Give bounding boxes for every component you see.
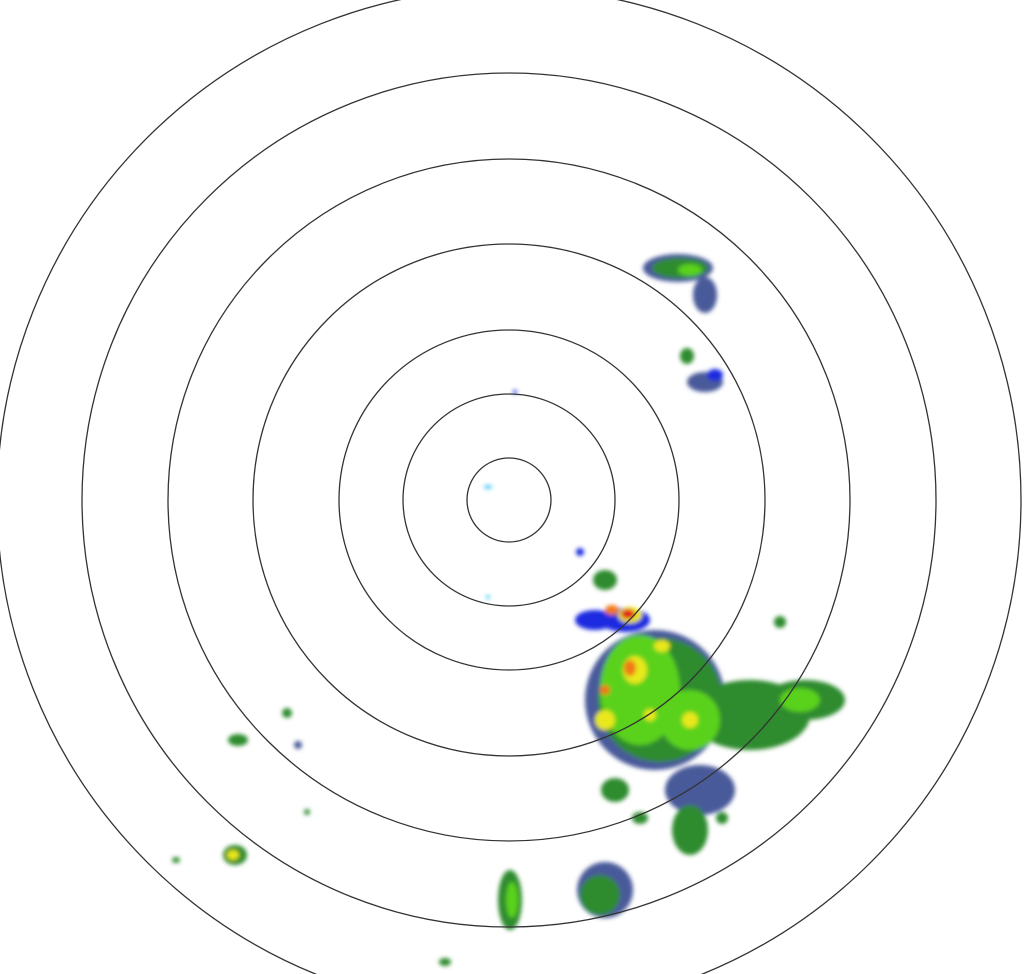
echo-very-heavy [605,605,619,615]
echo-very-heavy [600,685,610,695]
echo-very-heavy [624,660,636,676]
echo-heavy [682,712,698,728]
range-ring-2 [402,393,616,607]
echo-clutter [486,595,490,599]
echo-light-blue [575,610,615,630]
range-ring-6 [81,72,937,928]
range-ring-1 [466,457,552,543]
echo-light [601,778,629,802]
range-ring-5 [167,158,851,842]
echo-light [774,616,786,628]
echo-moderate [506,882,518,918]
echo-light [439,958,451,966]
echo-light-blue [576,548,584,556]
echo-light [172,857,180,863]
echo-very-light [693,277,717,313]
echo-light [632,812,648,824]
echo-very-light [294,741,302,749]
echo-light-blue [513,390,517,394]
echo-light [680,348,694,364]
echo-heavy [227,850,239,860]
range-ring-4 [252,243,766,757]
echo-light [282,708,292,718]
echo-light [304,809,310,815]
echo-moderate [600,635,680,745]
echo-clutter [484,485,492,489]
range-ring-3 [338,329,680,671]
echo-moderate [678,264,702,276]
echo-light [672,805,708,855]
echo-extreme [621,609,635,619]
echo-heavy [654,640,670,652]
echo-light [580,875,620,915]
echo-moderate [780,688,820,712]
echo-light-blue [707,369,723,381]
echo-light [593,570,617,590]
echo-light [228,734,248,746]
echo-heavy [595,710,615,730]
echo-very-light [665,765,735,815]
echo-light [745,702,805,738]
echo-light [716,812,728,824]
precipitation-echoes [172,254,845,966]
